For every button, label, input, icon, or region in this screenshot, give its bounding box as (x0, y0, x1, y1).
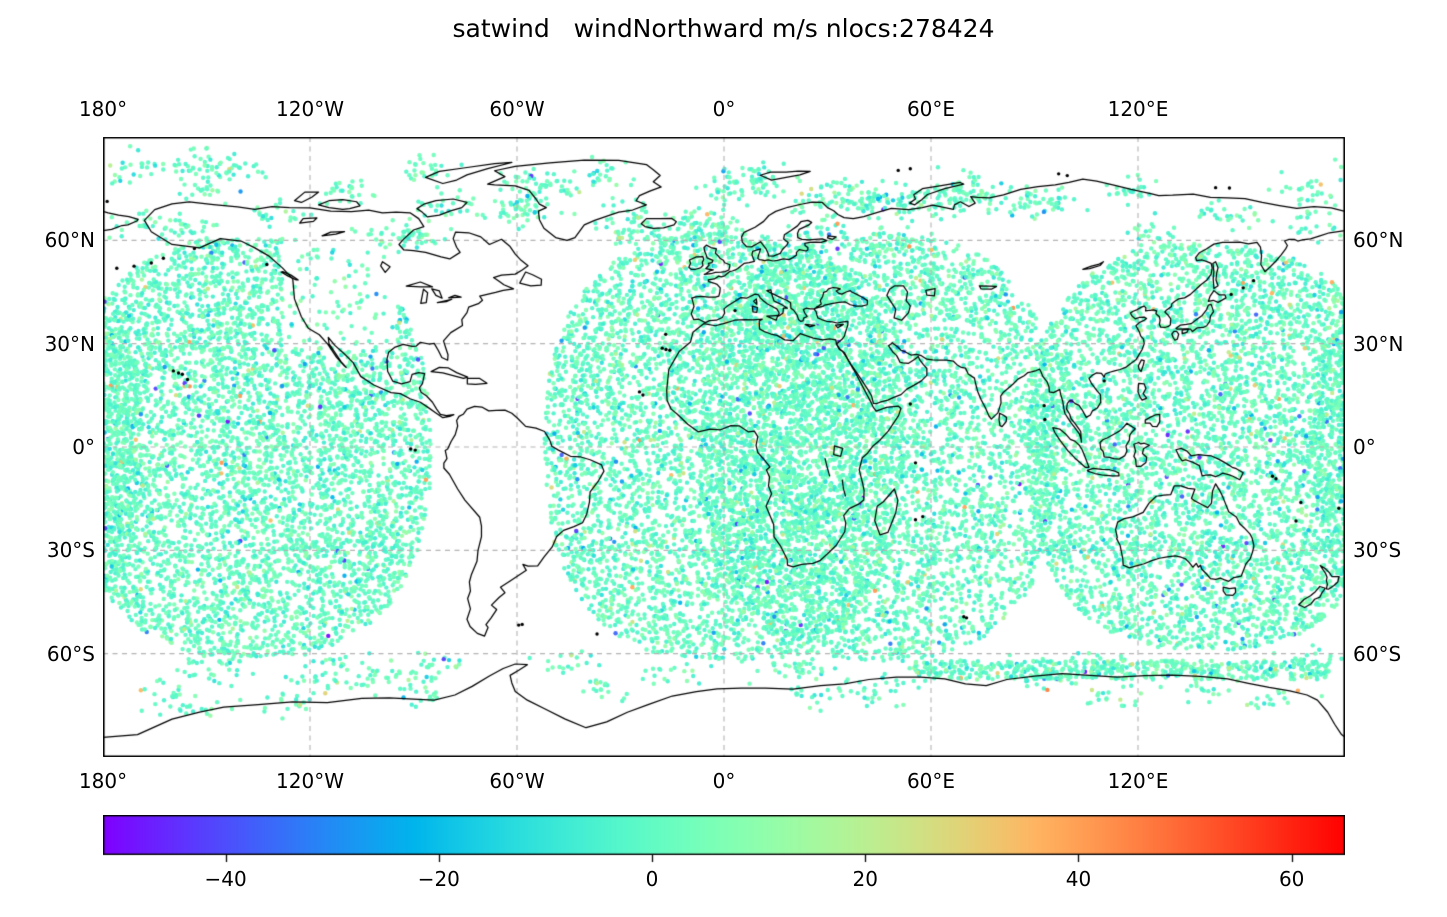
colorbar (103, 815, 1345, 865)
x-tick-label-top: 60°E (906, 97, 956, 121)
colorbar-tick-label: 60 (1278, 867, 1305, 891)
colorbar-tick-label: −40 (204, 867, 247, 891)
x-tick-label-bottom: 120°E (1107, 769, 1169, 793)
y-tick-label-left: 0° (72, 435, 95, 459)
x-tick-label-top: 120°W (276, 97, 344, 121)
colorbar-tick-label: 20 (852, 867, 878, 891)
x-tick-label-bottom: 0° (712, 769, 736, 793)
x-tick-label-bottom: 60°E (906, 769, 956, 793)
colorbar-tick-label: 40 (1065, 867, 1092, 891)
y-tick-label-right: 0° (1353, 435, 1376, 459)
x-tick-label-top: 180° (78, 97, 128, 121)
y-tick-label-left: 30°N (44, 331, 95, 356)
x-tick-label-bottom: 180° (78, 769, 128, 793)
x-tick-label-top: 0° (712, 97, 736, 121)
y-tick-label-right: 30°N (1353, 331, 1404, 356)
colorbar-tick-label: −20 (417, 867, 460, 891)
y-tick-label-right: 30°S (1353, 538, 1402, 563)
y-tick-label-left: 60°N (44, 228, 95, 253)
x-tick-label-bottom: 120°W (276, 769, 344, 793)
map-plot-area (103, 137, 1345, 757)
x-tick-label-top: 120°E (1107, 97, 1169, 121)
y-tick-label-right: 60°N (1353, 228, 1404, 253)
chart-title: satwind windNorthward m/s nlocs:278424 (452, 14, 995, 43)
colorbar-tick-label: 0 (645, 867, 659, 891)
x-tick-label-bottom: 60°W (489, 769, 545, 793)
x-tick-label-top: 60°W (489, 97, 545, 121)
y-tick-label-right: 60°S (1353, 641, 1402, 666)
y-tick-label-left: 30°S (46, 538, 95, 563)
y-tick-label-left: 60°S (46, 641, 95, 666)
